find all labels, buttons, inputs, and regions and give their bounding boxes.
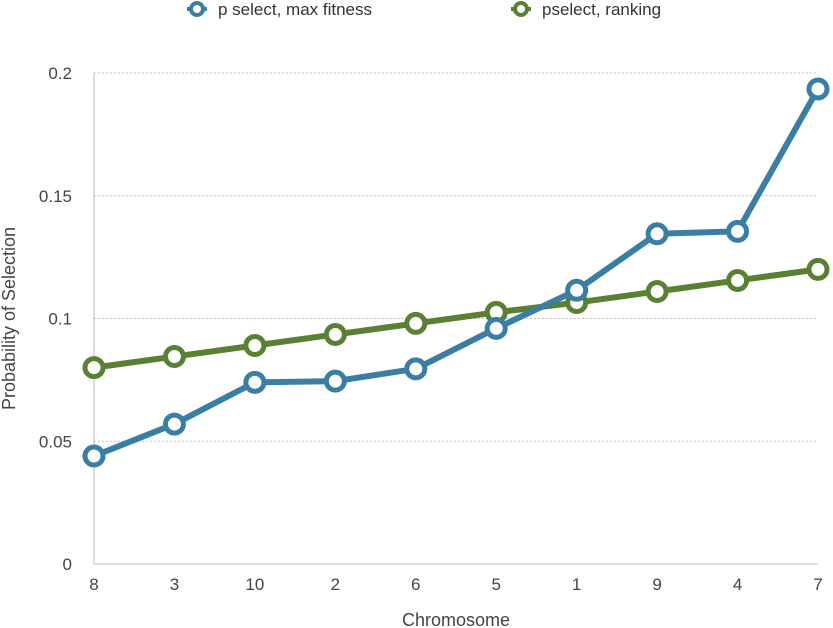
data-point xyxy=(82,356,106,380)
x-tick-label: 7 xyxy=(813,575,822,594)
x-tick-label: 10 xyxy=(245,575,264,594)
data-point xyxy=(645,279,669,303)
x-tick-label: 1 xyxy=(572,575,581,594)
data-point xyxy=(404,357,428,381)
series-max-fitness xyxy=(82,77,830,468)
data-point xyxy=(645,222,669,246)
y-tick-label: 0.15 xyxy=(39,187,72,206)
series-ranking xyxy=(82,257,830,380)
y-tick-label: 0.05 xyxy=(39,432,72,451)
x-tick-label: 5 xyxy=(491,575,500,594)
y-tick-label: 0 xyxy=(63,555,72,574)
y-tick-label: 0.2 xyxy=(48,64,72,83)
series-lines xyxy=(82,77,830,468)
x-tick-label: 4 xyxy=(733,575,742,594)
legend-marker xyxy=(189,1,205,17)
x-tick-label: 2 xyxy=(331,575,340,594)
data-point xyxy=(162,412,186,436)
y-axis-title: Probability of Selection xyxy=(0,227,19,410)
series-line xyxy=(91,266,821,371)
data-point xyxy=(82,444,106,468)
x-tick-labels: 8 3 10 2 6 5 1 9 4 7 xyxy=(89,575,822,594)
x-tick-label: 6 xyxy=(411,575,420,594)
data-point xyxy=(565,278,589,302)
data-point xyxy=(162,345,186,369)
data-point xyxy=(243,334,267,358)
series-line xyxy=(91,85,821,459)
legend: p select, max fitness pselect, ranking xyxy=(187,0,661,19)
data-point xyxy=(323,369,347,393)
x-tick-label: 9 xyxy=(652,575,661,594)
data-point xyxy=(806,77,830,101)
x-tick-label: 8 xyxy=(89,575,98,594)
legend-label: pselect, ranking xyxy=(542,0,661,19)
x-axis-title: Chromosome xyxy=(402,610,510,628)
gridlines xyxy=(94,72,818,442)
data-point xyxy=(726,219,750,243)
x-tick-label: 3 xyxy=(170,575,179,594)
y-tick-labels: 0 0.05 0.1 0.15 0.2 xyxy=(39,64,72,574)
y-tick-label: 0.1 xyxy=(48,310,72,329)
legend-marker xyxy=(513,1,529,17)
legend-label: p select, max fitness xyxy=(218,0,372,19)
data-point xyxy=(484,316,508,340)
data-point xyxy=(243,370,267,394)
data-point xyxy=(726,268,750,292)
data-point xyxy=(323,322,347,346)
data-point xyxy=(806,257,830,281)
data-point xyxy=(404,311,428,335)
